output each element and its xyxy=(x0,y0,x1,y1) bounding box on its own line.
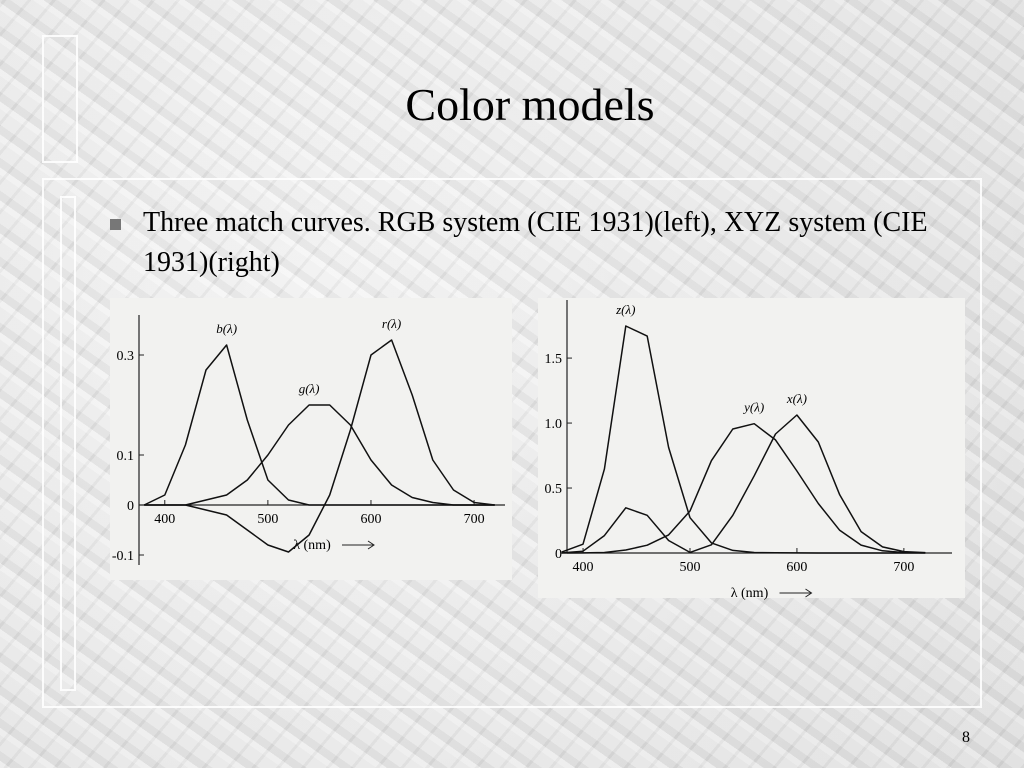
curve-label: r(λ) xyxy=(382,316,401,331)
bullet-mark xyxy=(110,219,121,230)
page-number: 8 xyxy=(962,729,970,746)
y-tick-label: 1.0 xyxy=(545,417,563,432)
curve-label: b(λ) xyxy=(216,321,237,336)
y-tick-label: 0 xyxy=(127,499,134,514)
curve xyxy=(561,422,926,554)
x-tick-label: 500 xyxy=(257,512,278,527)
axis-arrow xyxy=(342,540,375,550)
y-tick-label: 1.5 xyxy=(545,352,563,367)
curve-label: g(λ) xyxy=(299,381,320,396)
x-tick-label: 600 xyxy=(360,512,381,527)
x-tick-label: 500 xyxy=(679,560,700,575)
bullet-text: Three match curves. RGB system (CIE 1931… xyxy=(143,207,928,278)
y-tick-label: 0.5 xyxy=(545,482,563,497)
frame xyxy=(42,178,982,708)
x-tick-label: 600 xyxy=(786,560,807,575)
axis-arrow xyxy=(779,588,813,598)
x-tick-label: 700 xyxy=(893,560,914,575)
y-tick-label: 0.3 xyxy=(117,349,135,364)
x-tick-label: 400 xyxy=(573,560,594,575)
y-tick-label: 0.1 xyxy=(117,449,135,464)
slide-title: Color models xyxy=(405,79,654,130)
curve xyxy=(143,344,495,506)
curve xyxy=(144,404,495,506)
curve-label: y(λ) xyxy=(742,400,764,415)
frame xyxy=(60,196,76,691)
curve-label: x(λ) xyxy=(786,391,807,406)
y-tick-label: -0.1 xyxy=(112,549,134,564)
y-tick-label: 0 xyxy=(555,547,562,562)
x-tick-label: 400 xyxy=(154,512,175,527)
curve xyxy=(561,414,926,554)
chart-panel xyxy=(110,298,512,580)
x-axis-label: λ (nm) xyxy=(731,586,769,601)
x-axis-label: λ (nm) xyxy=(293,538,331,553)
curve xyxy=(144,339,495,553)
curve-label: z(λ) xyxy=(615,302,635,317)
x-tick-label: 700 xyxy=(464,512,485,527)
chart-panel xyxy=(538,298,965,598)
curve xyxy=(561,325,926,554)
frame xyxy=(42,35,78,163)
